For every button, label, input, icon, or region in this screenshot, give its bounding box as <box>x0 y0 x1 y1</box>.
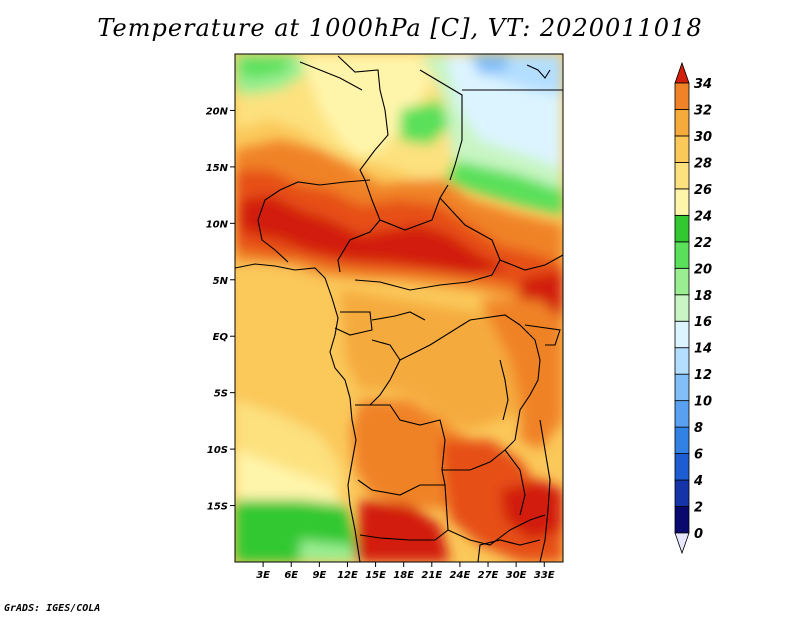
colorbar-label: 20 <box>694 262 712 277</box>
country-boundaries <box>235 55 563 562</box>
colorbar-box <box>674 267 690 296</box>
lon-tick-label: 30E <box>506 570 527 581</box>
lon-tick-label: 12E <box>337 570 358 581</box>
colorbar-box <box>674 162 690 190</box>
longitude-axis: 3E 6E 9E 12E 15E 18E 21E 24E 27E 30E 33E <box>256 562 555 581</box>
lon-tick-label: 3E <box>256 570 270 581</box>
lon-tick-label: 24E <box>450 570 471 581</box>
colorbar-label: 34 <box>694 77 712 92</box>
colorbar-box <box>674 506 690 534</box>
colorbar-label: 24 <box>694 209 712 224</box>
colorbar-box <box>674 400 690 428</box>
lon-tick-label: 27E <box>478 570 499 581</box>
footer-credit: GrADS: IGES/COLA <box>4 603 101 614</box>
colorbar-label: 6 <box>694 448 703 463</box>
map-frame <box>234 53 564 563</box>
colorbar-box <box>674 82 690 110</box>
lon-tick-label: 15E <box>365 570 386 581</box>
colorbar-box <box>674 214 690 243</box>
colorbar-label: 8 <box>694 421 703 436</box>
colorbar-box <box>674 347 690 375</box>
colorbar-label: 18 <box>694 289 712 304</box>
colorbar-label: 26 <box>694 183 712 198</box>
lat-tick-label: 20N <box>206 106 229 117</box>
colorbar-label: 2 <box>694 501 703 516</box>
colorbar-box <box>674 479 690 507</box>
colorbar-label: 0 <box>694 527 703 542</box>
colorbar-label: 30 <box>694 130 712 145</box>
colorbar-box <box>674 241 690 269</box>
colorbar-under-triangle <box>674 532 690 555</box>
lat-tick-label: 10N <box>206 219 229 230</box>
colorbar-label: 10 <box>694 395 712 410</box>
lon-tick-label: 21E <box>421 570 442 581</box>
colorbar-box <box>674 294 690 322</box>
colorbar-label: 28 <box>694 156 712 171</box>
temperature-field <box>235 54 563 562</box>
map-title: Temperature at 1000hPa [C], VT: 20200110… <box>97 14 703 42</box>
colorbar-box <box>674 373 690 402</box>
colorbar-label: 12 <box>694 368 712 383</box>
colorbar-label: 22 <box>694 236 712 251</box>
lon-tick-label: 6E <box>284 570 298 581</box>
colorbar-box <box>674 109 690 137</box>
lat-tick-label: EQ <box>213 332 229 343</box>
lon-tick-label: 18E <box>393 570 414 581</box>
lon-tick-label: 33E <box>534 570 555 581</box>
colorbar-label: 16 <box>694 315 712 330</box>
colorbar-label: 14 <box>694 342 712 357</box>
colorbar-label: 4 <box>693 474 703 489</box>
colorbar-box <box>674 135 690 163</box>
colorbar-over-triangle <box>674 61 690 84</box>
lat-tick-label: 5S <box>214 389 228 400</box>
colorbar-box <box>674 453 690 481</box>
lat-tick-label: 10S <box>207 445 228 456</box>
colorbar-box <box>674 188 690 216</box>
lon-tick-label: 9E <box>312 570 326 581</box>
colorbar-label: 32 <box>694 103 712 118</box>
lat-tick-label: 5N <box>213 276 229 287</box>
latitude-axis: 20N 15N 10N 5N EQ 5S 10S 15S <box>206 106 235 513</box>
colorbar-box <box>674 426 690 454</box>
colorbar-box <box>674 320 690 349</box>
lat-tick-label: 15S <box>207 502 228 513</box>
lat-tick-label: 15N <box>206 163 229 174</box>
